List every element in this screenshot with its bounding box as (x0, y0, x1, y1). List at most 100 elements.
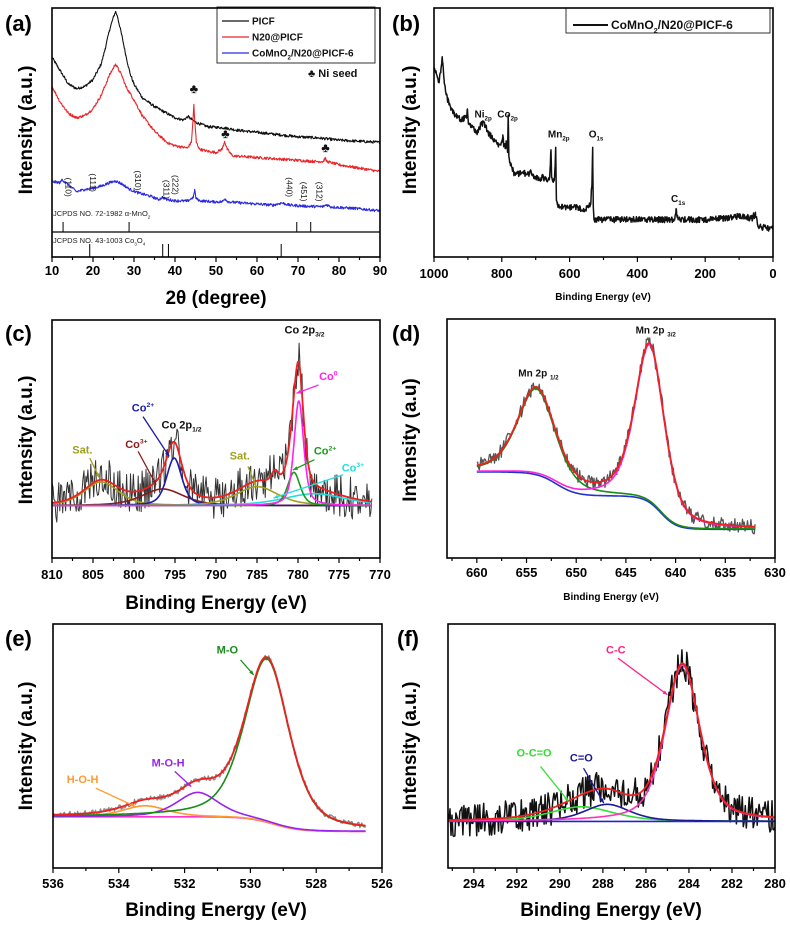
peak-annotation: Co3+ (125, 439, 147, 451)
annotation-arrowhead (564, 796, 569, 802)
x-axis-title-c: Binding Energy (eV) (125, 593, 307, 614)
series-fit-4 (476, 342, 756, 528)
miller-index-label: (312) (315, 182, 325, 202)
peak-annotation: Mn 2p 3/2 (636, 325, 677, 338)
miller-index-label: (451) (299, 182, 309, 202)
peak-annotation: Co0 (319, 371, 338, 383)
x-tick-label: 630 (764, 565, 786, 580)
x-tick-label: 40 (168, 263, 182, 278)
legend-frame (565, 7, 771, 34)
miller-index-label: (440) (285, 177, 295, 197)
x-tick-label: 80 (332, 263, 346, 278)
x-tick-label: 530 (240, 876, 262, 891)
peak-annotation: Co 2p3/2 (285, 324, 325, 338)
x-axis-title-f: Binding Energy (eV) (520, 900, 702, 921)
peak-annotation: O-C=O (516, 747, 552, 759)
series-fit-5 (448, 662, 775, 821)
peak-annotation: Co 2p1/2 (162, 419, 202, 433)
plot-frame (446, 318, 776, 559)
peak-annotation: Sat. (72, 444, 92, 456)
peak-annotation: Mn2p (548, 129, 570, 142)
annotation-arrowhead (249, 670, 254, 675)
legend-label: CoMnO2/N20@PICF-6 (611, 18, 733, 35)
x-tick-label: 532 (174, 876, 196, 891)
miller-index-label: (111) (88, 173, 98, 192)
legend-label: PICF (252, 17, 275, 28)
x-tick-label: 536 (42, 876, 64, 891)
reference-pattern-label: JCPDS NO. 72-1982 α-MnO2 (53, 209, 151, 219)
peak-annotation: M-O-H (152, 757, 185, 769)
plot-area (52, 342, 373, 523)
x-axis-title-a: 2θ (degree) (165, 288, 266, 309)
y-axis-title-f: Intensity (a.u.) (400, 682, 421, 811)
legend: PICF N20@PICF CoMnO2/N20@PICF-6 ♣ Ni seed (216, 6, 376, 80)
x-tick-label: 650 (565, 565, 587, 580)
series-n20-picf (52, 63, 380, 173)
legend-marker-entry: ♣ Ni seed (308, 68, 357, 80)
x-tick-label: 292 (506, 876, 528, 891)
series-fit-7 (52, 360, 373, 504)
annotation-arrow (137, 451, 157, 486)
ni-seed-marker-icon: ♣ (321, 140, 330, 155)
x-tick-label: 635 (714, 565, 736, 580)
annotation-arrowhead (165, 451, 170, 457)
chart-panel-b: 1000 800 600 400 200 0 Ni2p Co2p Mn2p O1s C1s CoMnO… (420, 7, 777, 281)
peak-annotation: Ni2p (475, 110, 492, 123)
peak-annotation: C=O (570, 752, 593, 764)
x-tick-label: 775 (328, 567, 350, 582)
annotation-arrowhead (95, 473, 100, 479)
peak-annotation: O1s (589, 129, 604, 142)
x-axis-title-b: Binding Energy (eV) (555, 292, 651, 303)
annotation-arrowhead (130, 802, 136, 807)
plot-area (448, 649, 775, 838)
x-tick-label: 660 (466, 565, 488, 580)
x-tick-label: 526 (371, 876, 393, 891)
miller-index-label: (310) (133, 171, 143, 191)
x-tick-label: 288 (592, 876, 614, 891)
peak-annotation: C-C (606, 644, 626, 656)
x-tick-label: 655 (516, 565, 538, 580)
series-measured-0 (52, 342, 373, 523)
panel-label-d: (d) (392, 321, 420, 346)
miller-index-label: (222) (170, 175, 180, 195)
annotation-arrow (95, 787, 136, 808)
plot-frame (447, 623, 776, 869)
y-axis-title-e: Intensity (a.u.) (16, 682, 37, 811)
peak-annotation: Co3+ (342, 462, 364, 474)
plot-area (53, 654, 366, 833)
peak-annotation: Co2+ (314, 445, 336, 457)
y-axis-title-a: Intensity (a.u.) (16, 66, 37, 195)
plot-frame (51, 7, 381, 258)
x-tick-label: 528 (305, 876, 327, 891)
panel-label-b: (b) (392, 11, 420, 36)
x-axis-title-d: Binding Energy (eV) (563, 592, 659, 603)
peak-annotation: Co2p (497, 110, 518, 123)
peak-annotation: Co2+ (132, 402, 154, 414)
x-tick-label: 90 (373, 263, 387, 278)
x-tick-label: 70 (291, 263, 305, 278)
x-axis-title-e: Binding Energy (eV) (125, 900, 307, 921)
chart-panel-f: 294 292 290 288 286 284 282 280 C-C O-C=O C=O (447, 623, 786, 891)
x-tick-label: 0 (769, 266, 776, 281)
x-tick-label: 50 (209, 263, 223, 278)
panel-label-a: (a) (5, 11, 32, 36)
annotation-arrowhead (252, 481, 257, 487)
legend: CoMnO2/N20@PICF-6 (565, 7, 771, 35)
x-tick-label: 810 (41, 567, 63, 582)
x-tick-label: 805 (82, 567, 104, 582)
annotation-arrowhead (186, 781, 192, 787)
panel-label-f: (f) (397, 626, 419, 651)
miller-index-label: (110) (63, 178, 73, 197)
y-axis-title-c: Intensity (a.u.) (16, 376, 37, 505)
annotation-arrowhead (273, 494, 279, 499)
ni-seed-marker-icon: ♣ (221, 126, 230, 141)
plot-frame (51, 319, 381, 559)
plot-frame (52, 623, 383, 869)
miller-index-label: (311) (162, 180, 172, 199)
plot-area (52, 10, 380, 213)
x-tick-label: 400 (627, 266, 649, 281)
legend-frame (216, 6, 376, 64)
x-tick-label: 30 (127, 263, 141, 278)
y-axis-title-b: Intensity (a.u.) (400, 66, 421, 195)
peak-annotation: Sat. (230, 451, 250, 463)
